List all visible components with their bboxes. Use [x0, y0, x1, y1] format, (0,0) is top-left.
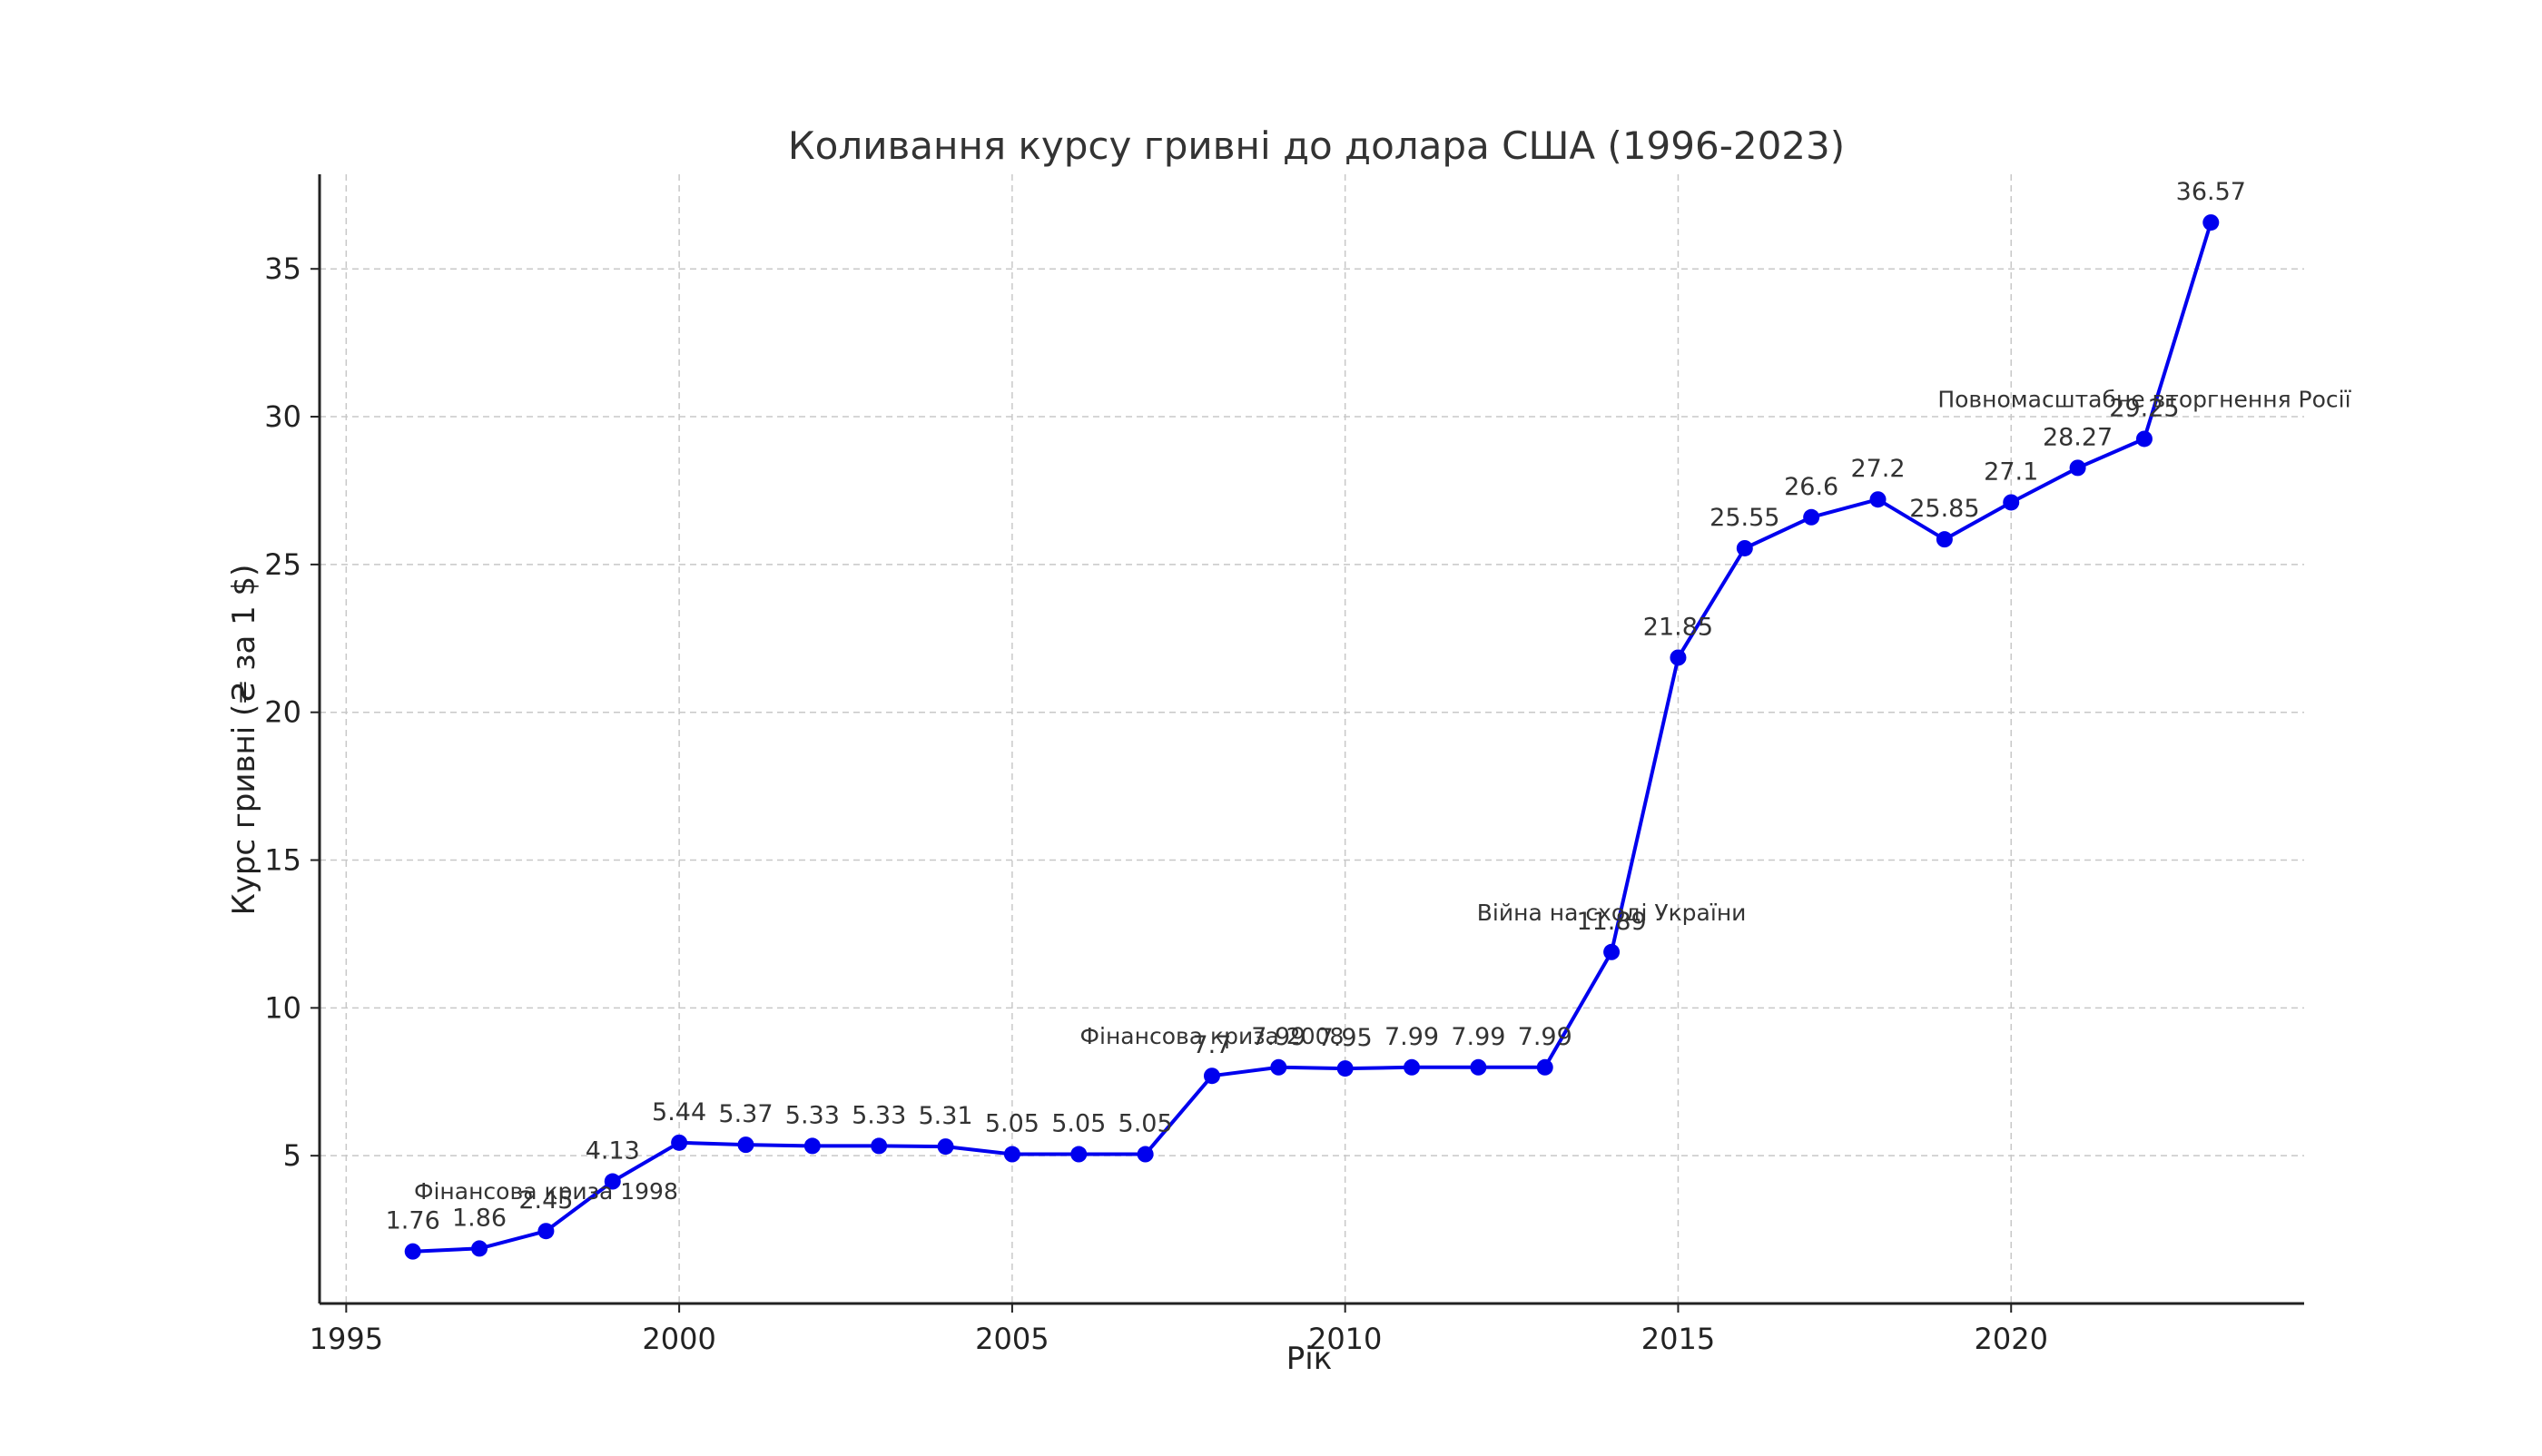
data-point-label: 7.95 — [1318, 1024, 1373, 1052]
annotations: Фінансова криза 1998 Фінансова криза 2008… — [414, 386, 2352, 1205]
data-point-marker — [1736, 539, 1753, 556]
data-point-label: 5.05 — [985, 1110, 1039, 1138]
event-annotation: Фінансова криза 1998 — [414, 1178, 678, 1205]
data-point-label: 25.85 — [1909, 495, 1979, 523]
data-point-marker — [1003, 1146, 1020, 1163]
data-point-marker — [404, 1243, 421, 1260]
data-point-label: 7.99 — [1518, 1023, 1572, 1051]
data-point-marker — [537, 1223, 555, 1240]
data-point-label: 7.99 — [1251, 1023, 1305, 1051]
data-point-marker — [1203, 1067, 1220, 1085]
data-point-marker — [871, 1137, 888, 1155]
y-tick-label: 30 — [264, 399, 301, 434]
y-axis-label: Курс гривні (₴ за 1 $) — [226, 565, 262, 916]
y-tick-label: 10 — [264, 990, 301, 1025]
grid-lines — [320, 174, 2304, 1304]
data-point-marker — [2202, 214, 2220, 231]
data-series — [404, 214, 2220, 1260]
x-tick-label: 2020 — [1975, 1322, 2048, 1356]
data-point-marker — [1404, 1058, 1421, 1076]
x-tick-label: 2015 — [1641, 1322, 1715, 1356]
x-axis-ticks: 1995 2000 2005 2010 2015 2020 — [310, 1304, 2048, 1356]
y-tick-label: 20 — [264, 695, 301, 730]
event-annotation: Повномасштабне вторгнення Росії — [1937, 386, 2351, 412]
data-point-label: 26.6 — [1784, 473, 1838, 501]
event-annotation: Фінансова криза 2008 — [1080, 1023, 1345, 1049]
x-tick-label: 1995 — [310, 1322, 383, 1356]
data-point-marker — [2003, 494, 2020, 511]
data-point-marker — [1137, 1146, 1154, 1163]
axes — [318, 174, 2304, 1305]
data-point-marker — [1270, 1058, 1287, 1076]
data-point-label: 5.33 — [852, 1101, 906, 1129]
data-point-marker — [1603, 943, 1621, 960]
data-point-marker — [1336, 1060, 1354, 1077]
data-point-label: 7.99 — [1451, 1023, 1505, 1051]
data-point-label: 4.13 — [586, 1137, 640, 1166]
x-axis-label: Рік — [1286, 1341, 1333, 1377]
data-point-label: 1.86 — [452, 1204, 507, 1232]
data-point-label: 5.44 — [652, 1098, 706, 1126]
data-point-marker — [1070, 1146, 1088, 1163]
data-point-label: 27.1 — [1984, 457, 2038, 486]
series-line — [412, 221, 2213, 1254]
data-point-marker — [737, 1136, 754, 1154]
data-point-marker — [937, 1138, 954, 1156]
data-point-marker — [471, 1240, 488, 1257]
data-point-marker — [1470, 1058, 1487, 1076]
chart-title: Коливання курсу гривні до долара США (19… — [788, 123, 1845, 168]
y-tick-label: 25 — [264, 547, 301, 582]
data-point-marker — [604, 1173, 621, 1190]
data-point-label: 5.37 — [718, 1100, 773, 1128]
data-point-label: 2.45 — [518, 1186, 573, 1215]
data-point-label: 21.85 — [1643, 613, 1713, 641]
y-tick-label: 35 — [264, 251, 301, 286]
x-tick-label: 2005 — [975, 1322, 1049, 1356]
data-point-marker — [803, 1137, 821, 1155]
y-tick-label: 15 — [264, 843, 301, 878]
data-point-marker — [2135, 430, 2153, 448]
data-point-label: 27.2 — [1850, 455, 1905, 483]
data-point-label: 28.27 — [2043, 423, 2113, 451]
data-point-label: 29.25 — [2109, 394, 2179, 422]
data-point-label: 11.89 — [1576, 908, 1646, 936]
y-tick-label: 5 — [283, 1138, 301, 1173]
data-point-label: 5.05 — [1118, 1110, 1173, 1138]
data-point-marker — [671, 1134, 688, 1151]
data-point-label: 5.05 — [1051, 1110, 1106, 1138]
data-point-marker — [1803, 508, 1820, 526]
data-point-label: 36.57 — [2176, 178, 2246, 206]
data-point-marker — [1536, 1058, 1553, 1076]
data-point-label: 25.55 — [1709, 504, 1779, 532]
data-labels: 1.76 1.86 2.45 4.13 5.44 5.37 5.33 5.33 5.31 5.05… — [386, 178, 2246, 1235]
data-point-label: 5.33 — [785, 1101, 840, 1129]
data-point-marker — [1936, 531, 1953, 548]
x-tick-label: 2000 — [642, 1322, 715, 1356]
data-point-marker — [1670, 649, 1687, 666]
event-annotation: Війна на сході України — [1477, 900, 1747, 926]
data-point-label: 7.7 — [1192, 1031, 1231, 1059]
y-axis-ticks: 5 10 15 20 25 30 35 — [264, 251, 320, 1173]
data-point-label: 1.76 — [386, 1207, 440, 1235]
data-point-marker — [2069, 459, 2086, 477]
data-point-label: 7.99 — [1384, 1023, 1439, 1051]
data-point-marker — [1869, 491, 1887, 508]
data-point-label: 5.31 — [918, 1102, 972, 1130]
x-tick-label: 2010 — [1308, 1322, 1382, 1356]
